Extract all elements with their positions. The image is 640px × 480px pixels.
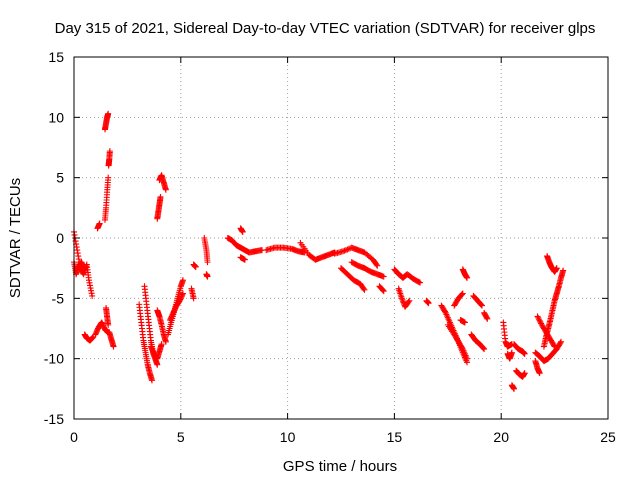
y-tick-label: -10 xyxy=(44,351,64,367)
x-tick-label: 15 xyxy=(387,429,403,445)
x-tick-label: 5 xyxy=(177,429,185,445)
data-point xyxy=(190,295,197,302)
data-point xyxy=(361,286,368,293)
data-point xyxy=(360,285,367,292)
data-point xyxy=(162,338,169,345)
data-point xyxy=(425,300,432,307)
x-tick-label: 10 xyxy=(280,429,296,445)
data-point xyxy=(342,247,349,254)
x-tick-label: 25 xyxy=(600,429,616,445)
y-tick-label: -5 xyxy=(52,290,65,306)
data-point xyxy=(521,370,528,377)
data-point xyxy=(557,339,564,346)
data-point xyxy=(374,262,381,269)
data-point xyxy=(480,345,487,352)
data-point xyxy=(154,361,161,368)
data-point xyxy=(478,302,485,309)
data-point xyxy=(239,228,246,235)
data-point xyxy=(461,319,468,326)
data-point xyxy=(511,385,518,392)
data-point xyxy=(192,263,199,270)
y-tick-label: 5 xyxy=(56,170,64,186)
data-point xyxy=(536,370,543,377)
data-point xyxy=(459,290,466,297)
data-point xyxy=(106,148,113,155)
data-point xyxy=(535,314,542,321)
data-point xyxy=(380,287,387,294)
y-tick-label: 10 xyxy=(48,109,64,125)
data-point xyxy=(105,110,112,117)
y-tick-label: -15 xyxy=(44,411,64,427)
data-point xyxy=(478,301,485,308)
data-point xyxy=(464,359,471,366)
x-tick-label: 20 xyxy=(493,429,509,445)
data-point xyxy=(405,298,412,305)
grid-lines xyxy=(74,57,608,419)
data-point xyxy=(204,273,211,280)
axis-ticks: 0 5 10 15 20 25 -15 -10 -5 0 5 10 15 xyxy=(44,49,616,445)
data-point xyxy=(534,313,541,320)
y-tick-label: 15 xyxy=(48,49,64,65)
data-point xyxy=(415,279,422,286)
data-point xyxy=(558,338,565,345)
data-point xyxy=(538,320,545,327)
data-point xyxy=(406,297,413,304)
data-point xyxy=(380,288,387,295)
data-point xyxy=(158,341,165,348)
data-point xyxy=(148,377,155,384)
data-point xyxy=(96,220,103,227)
data-point xyxy=(441,308,448,315)
x-axis-label: GPS time / hours xyxy=(283,458,397,475)
y-tick-label: 0 xyxy=(56,230,64,246)
data-point xyxy=(110,343,117,350)
data-point xyxy=(508,349,515,356)
data-point xyxy=(373,261,380,268)
data-point xyxy=(179,290,186,297)
y-axis-label: SDTVAR / TECUs xyxy=(7,178,24,298)
data-point xyxy=(157,193,164,200)
data-point xyxy=(459,291,466,298)
data-point xyxy=(340,248,347,255)
data-point xyxy=(521,350,528,357)
data-point xyxy=(162,186,169,193)
data-point xyxy=(550,342,557,349)
x-tick-label: 0 xyxy=(70,429,78,445)
data-points xyxy=(71,110,567,392)
data-point xyxy=(553,265,560,272)
data-point xyxy=(535,316,542,323)
data-point xyxy=(341,247,348,254)
data-point xyxy=(179,277,186,284)
data-point xyxy=(454,337,461,344)
data-point xyxy=(560,267,567,274)
data-point xyxy=(537,319,544,326)
data-point xyxy=(105,321,112,328)
data-point xyxy=(484,315,491,322)
data-point xyxy=(105,174,112,181)
data-point xyxy=(481,346,488,353)
chart-title: Day 315 of 2021, Sidereal Day-to-day VTE… xyxy=(55,20,596,37)
data-point xyxy=(81,266,88,273)
data-point xyxy=(241,256,248,263)
data-point xyxy=(417,279,424,286)
data-point xyxy=(204,259,211,266)
data-point xyxy=(464,274,471,281)
data-point xyxy=(344,246,351,253)
data-point xyxy=(89,292,96,299)
data-point xyxy=(536,317,543,324)
data-point xyxy=(380,273,387,280)
data-point xyxy=(551,343,558,350)
